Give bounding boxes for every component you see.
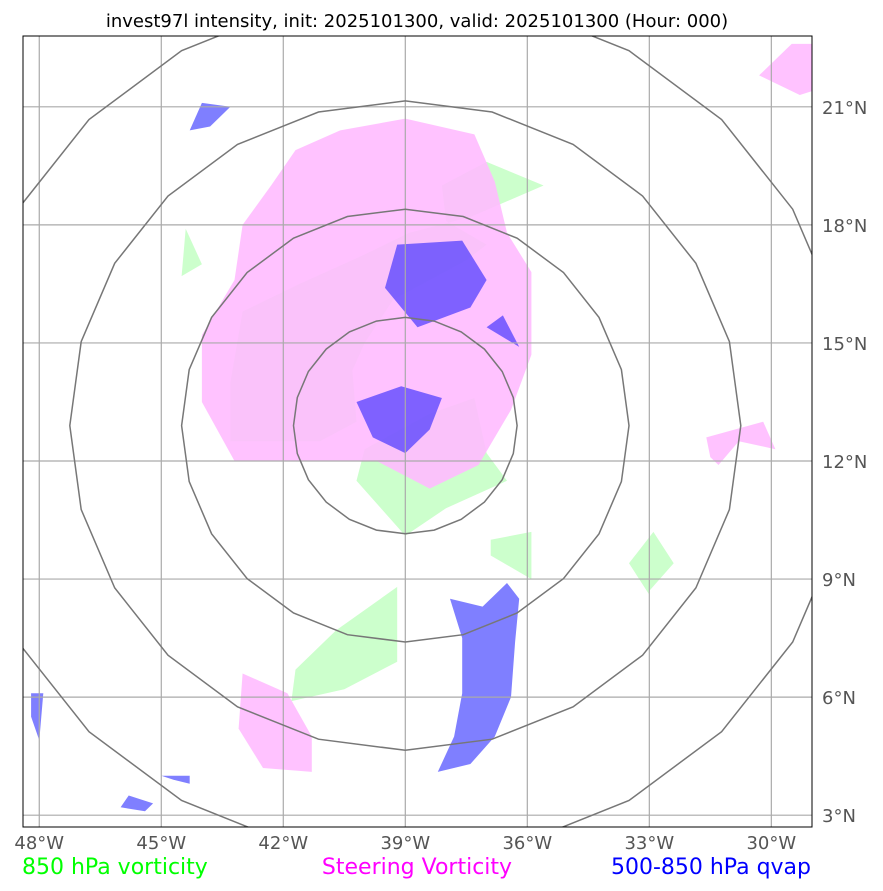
qvap-layer — [31, 102, 520, 812]
y-tick-label: 12°N — [822, 452, 867, 473]
y-tick-label: 15°N — [822, 334, 867, 355]
steering-vorticity-area-4 — [238, 673, 312, 772]
x-tick-label: 42°W — [258, 833, 308, 854]
qvap-area-2 — [486, 315, 520, 347]
steering-vorticity-area-1 — [201, 118, 532, 489]
steering-vorticity-area-2 — [759, 43, 812, 95]
x-axis-ticks: 48°W 45°W 42°W 39°W 36°W 33°W 30°W — [14, 833, 796, 854]
x-tick-label: 45°W — [136, 833, 186, 854]
x-tick-label: 48°W — [14, 833, 64, 854]
legend-850-vorticity: 850 hPa vorticity — [22, 855, 208, 880]
x-tick-label: 33°W — [624, 833, 674, 854]
range-ring-1 — [292, 316, 518, 535]
range-ring-4 — [23, 36, 812, 827]
legend-steering-vorticity: Steering Vorticity — [322, 855, 512, 880]
qvap-area-5 — [437, 583, 520, 772]
x-tick-label: 36°W — [502, 833, 552, 854]
steering-vorticity-area-3 — [706, 421, 776, 465]
steering-vorticity-layer — [201, 43, 812, 772]
chart-title: invest97l intensity, init: 2025101300, v… — [106, 11, 728, 32]
850-hpa-vorticity-area-6 — [291, 586, 398, 702]
range-ring-2 — [180, 208, 630, 643]
qvap-area-8 — [161, 775, 190, 784]
qvap-area-4 — [189, 102, 231, 131]
y-tick-label: 9°N — [822, 570, 856, 591]
qvap-area-6 — [31, 693, 44, 741]
850-hpa-vorticity-area-2 — [181, 228, 202, 277]
plot-frame — [22, 35, 813, 828]
qvap-area-7 — [120, 795, 154, 812]
x-tick-label: 39°W — [380, 833, 430, 854]
850-hpa-vorticity-area-4 — [490, 531, 532, 580]
gridlines — [23, 36, 812, 827]
x-tick-label: 30°W — [746, 833, 796, 854]
range-ring-3 — [69, 100, 742, 752]
y-tick-label: 18°N — [822, 216, 867, 237]
qvap-area-3 — [356, 386, 442, 454]
y-tick-label: 3°N — [822, 806, 856, 827]
y-tick-label: 6°N — [822, 688, 856, 709]
y-tick-label: 21°N — [822, 98, 867, 119]
y-axis-ticks: 3°N 6°N 9°N 12°N 15°N 18°N 21°N — [822, 98, 867, 827]
range-rings — [23, 36, 812, 827]
legend-qvap: 500-850 hPa qvap — [611, 855, 811, 880]
qvap-area-1 — [385, 240, 487, 328]
